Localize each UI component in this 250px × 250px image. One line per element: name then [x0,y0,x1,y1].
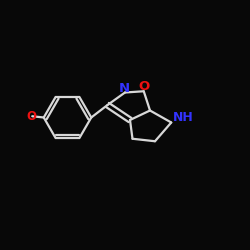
Text: N: N [119,82,130,94]
Text: NH: NH [173,111,194,124]
Text: O: O [27,110,37,123]
Text: O: O [138,80,149,94]
